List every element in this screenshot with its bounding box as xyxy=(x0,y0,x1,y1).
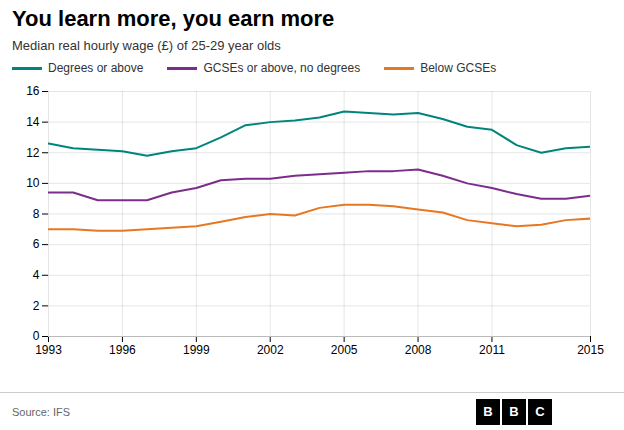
html-text:Below GCSEs: Below GCSEs xyxy=(420,61,497,76)
html-text:GCSEs or above, no degrees: GCSEs or above, no degrees xyxy=(203,61,361,76)
svg-text:2002: 2002 xyxy=(257,343,284,357)
svg-text:2008: 2008 xyxy=(405,343,432,357)
html-text:C: C xyxy=(535,404,545,419)
svg-text:8: 8 xyxy=(33,207,40,221)
html-text:Degrees or above: Degrees or above xyxy=(48,61,144,76)
html-text:B: B xyxy=(483,404,493,419)
html-text:You learn more, you earn more: You learn more, you earn more xyxy=(12,6,335,31)
svg-text:14: 14 xyxy=(26,115,40,129)
svg-text:2: 2 xyxy=(33,299,40,313)
svg-text:1999: 1999 xyxy=(183,343,210,357)
svg-text:12: 12 xyxy=(26,146,40,160)
svg-text:4: 4 xyxy=(33,268,40,282)
svg-text:0: 0 xyxy=(33,330,40,344)
svg-text:2005: 2005 xyxy=(331,343,358,357)
svg-text:6: 6 xyxy=(33,238,40,252)
svg-text:1993: 1993 xyxy=(35,343,62,357)
html-text:Median real hourly wage (£) of: Median real hourly wage (£) of 25-29 yea… xyxy=(12,38,281,54)
svg-text:2015: 2015 xyxy=(577,343,604,357)
svg-text:10: 10 xyxy=(26,177,40,191)
svg-text:1996: 1996 xyxy=(109,343,136,357)
html-text:Source: IFS: Source: IFS xyxy=(12,405,71,418)
svg-text:16: 16 xyxy=(26,85,40,99)
html-text:B: B xyxy=(509,404,519,419)
svg-text:2011: 2011 xyxy=(479,343,505,357)
